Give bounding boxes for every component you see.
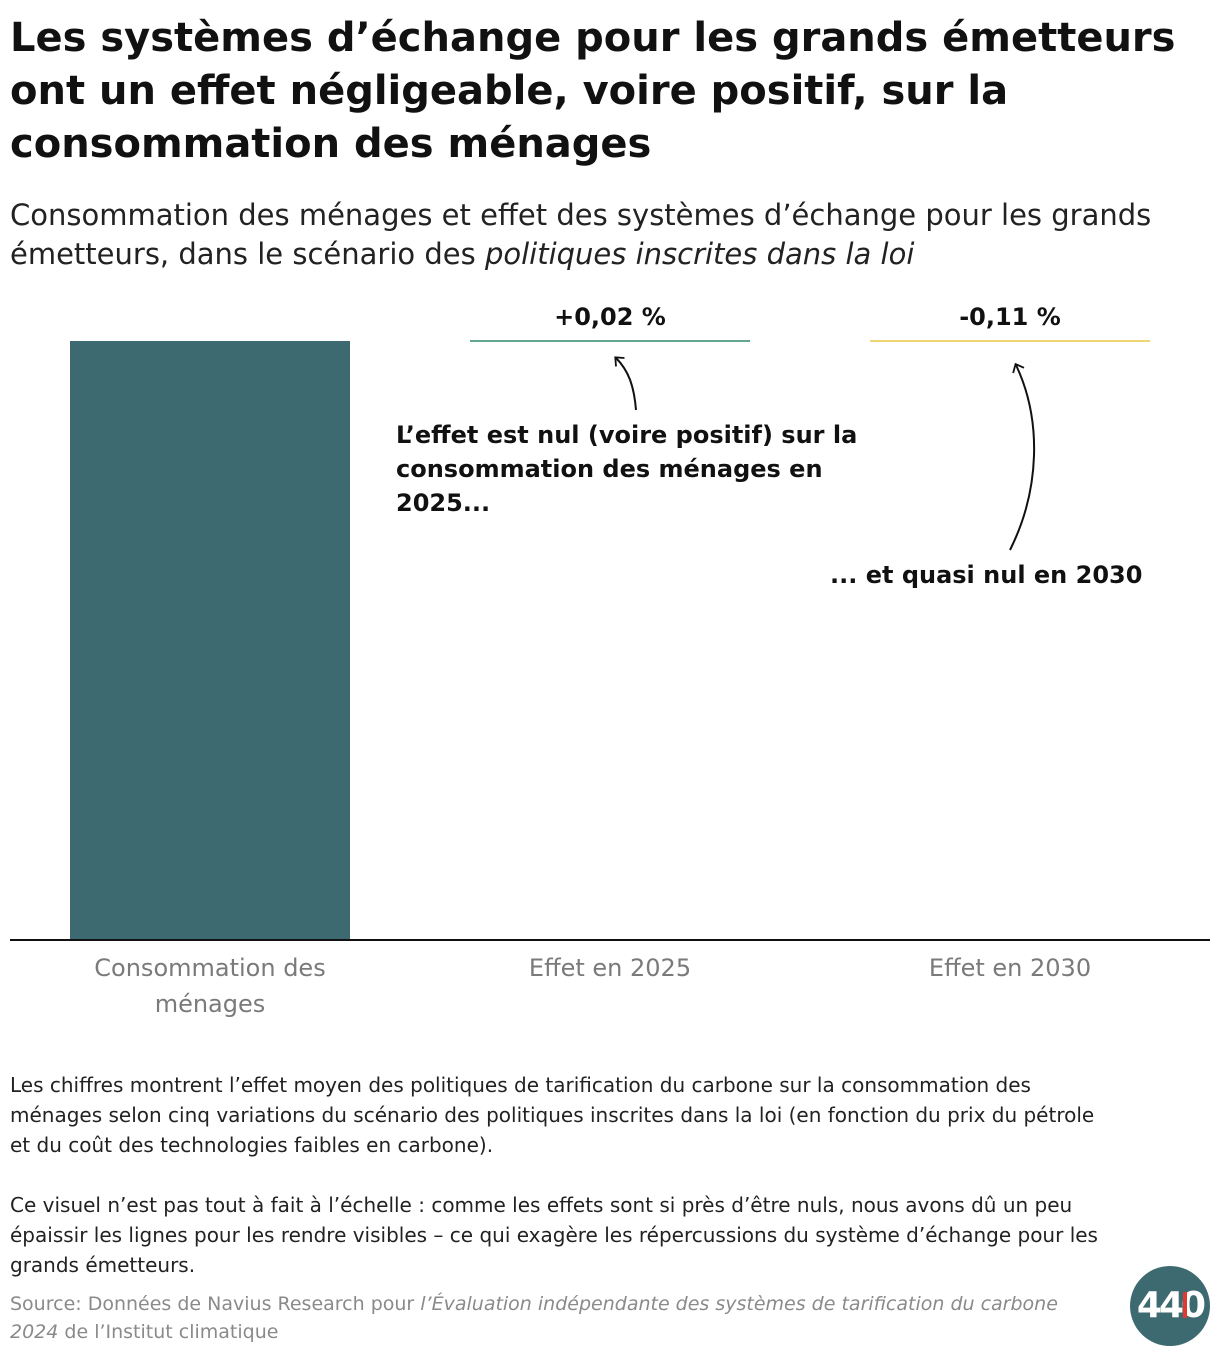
chart-notes: Les chiffres montrent l’effet moyen des … — [10, 1070, 1120, 1310]
category-label-1: Consommation des ménages — [94, 954, 325, 1018]
note-paragraph-2: Ce visuel n’est pas tout à fait à l’éche… — [10, 1193, 1098, 1277]
source-prefix: Source: Données de Navius Research pour — [10, 1293, 421, 1315]
value-label-3: -0,11 % — [959, 303, 1061, 331]
annotation-2030: ... et quasi nul en 2030 — [830, 561, 1143, 589]
category-label-line: Effet en 2030 — [929, 954, 1091, 982]
category-label-3: Effet en 2030 — [929, 954, 1091, 982]
subtitle-emphasis: politiques inscrites dans la loi — [484, 237, 915, 271]
category-label-line: Effet en 2025 — [529, 954, 691, 982]
category-label-line: ménages — [155, 990, 266, 1018]
logo-text: 440 — [1136, 1285, 1206, 1326]
brand-logo: 440 — [1130, 1266, 1210, 1346]
source-suffix: de l’Institut climatique — [58, 1321, 279, 1343]
source-title: l’Évaluation indépendante des systèmes d… — [10, 1293, 1058, 1343]
value-label-2: +0,02 % — [554, 303, 666, 331]
category-label-2: Effet en 2025 — [529, 954, 691, 982]
chart-subtitle: Consommation des ménages et effet des sy… — [10, 196, 1210, 274]
annotation-2025: L’effet est nul (voire positif) sur la c… — [396, 421, 858, 517]
bar-chart: Consommation des ménages +0,02 % Effet en 2… — [10, 303, 1210, 1018]
arrow-2030 — [1009, 362, 1036, 551]
subtitle-text: Consommation des ménages et effet des sy… — [10, 198, 1152, 271]
down-arrow-icon — [1183, 1292, 1187, 1318]
chart-title: Les systèmes d’échange pour les grands é… — [10, 15, 1176, 167]
category-label-line: Consommation des — [94, 954, 325, 982]
arrow-2025 — [614, 356, 637, 411]
bar-1 — [70, 341, 350, 940]
note-paragraph-1: Les chiffres montrent l’effet moyen des … — [10, 1073, 1095, 1157]
source-note: Source: Données de Navius Research pour … — [10, 1290, 1110, 1346]
